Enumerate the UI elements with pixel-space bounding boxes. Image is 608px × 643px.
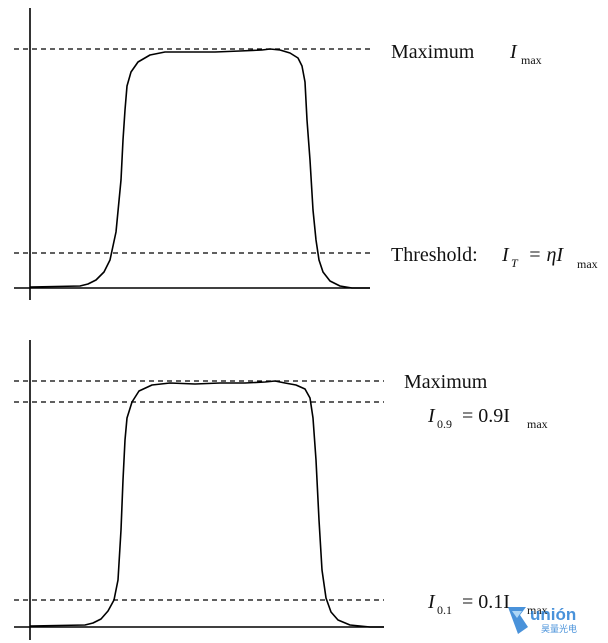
- bottom-i09-rhs-sub: max: [527, 417, 548, 431]
- top-max-symbol: I: [509, 41, 518, 63]
- bottom-i01-symbol: I: [427, 591, 436, 613]
- bottom-i01-rhs-sub: max: [527, 603, 548, 617]
- watermark-sub: 昊量光电: [541, 623, 577, 634]
- bottom-i01-rhs: = 0.1I: [462, 591, 510, 613]
- top-threshold-rhs: = ηI: [528, 244, 564, 266]
- top-max-label: Maximum: [391, 41, 475, 63]
- top-threshold-label: Threshold:: [391, 244, 478, 266]
- top-threshold-rhs-sub: max: [577, 257, 598, 271]
- bottom-i09-sub: 0.9: [437, 417, 452, 431]
- top-max-subscript: max: [521, 53, 542, 67]
- watermark-emblem-icon: [508, 607, 528, 634]
- bottom-pulse-curve: [29, 380, 384, 628]
- bottom-max-label: Maximum: [404, 371, 488, 393]
- top-pulse-curve: [29, 48, 370, 289]
- bottom-i01-sub: 0.1: [437, 603, 452, 617]
- watermark-brand: unión: [530, 605, 576, 624]
- watermark-logo: unión 昊量光电: [508, 605, 577, 634]
- watermark-emblem-highlight-icon: [512, 611, 522, 618]
- bottom-i09-rhs: = 0.9I: [462, 405, 510, 427]
- top-threshold-lhs: I: [501, 244, 510, 266]
- top-threshold-lhs-sub: T: [511, 256, 519, 270]
- bottom-i09-symbol: I: [427, 405, 436, 427]
